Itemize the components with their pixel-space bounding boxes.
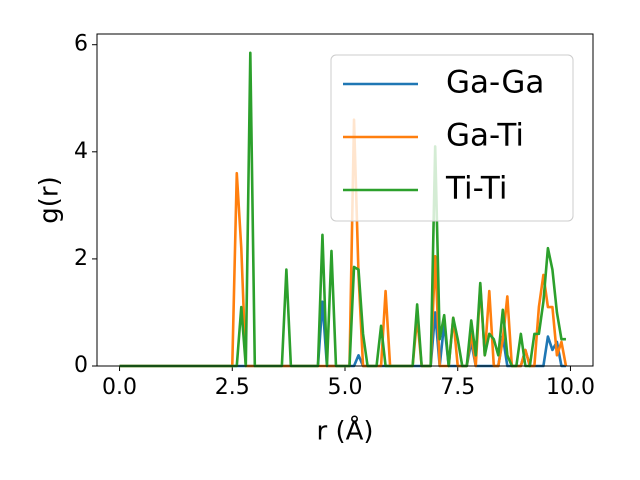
- y-tick-label: 6: [74, 32, 88, 57]
- x-axis-label: r (Å): [316, 415, 373, 447]
- x-tick-label: 0.0: [102, 375, 137, 400]
- legend-label: Ga-Ti: [446, 118, 524, 154]
- legend-box: [330, 54, 574, 222]
- x-tick-label: 5.0: [328, 375, 363, 400]
- x-tick-label: 7.5: [440, 375, 475, 400]
- y-tick-label: 4: [74, 139, 88, 164]
- y-tick-label: 2: [74, 246, 88, 271]
- x-tick-label: 2.5: [215, 375, 250, 400]
- x-tick-label: 10.0: [546, 375, 595, 400]
- axes-frame: [96, 33, 594, 367]
- legend-label: Ti-Ti: [445, 171, 508, 207]
- y-tick-label: 0: [74, 353, 88, 378]
- legend-label: Ga-Ga: [446, 65, 544, 101]
- y-axis-label: g(r): [35, 176, 65, 223]
